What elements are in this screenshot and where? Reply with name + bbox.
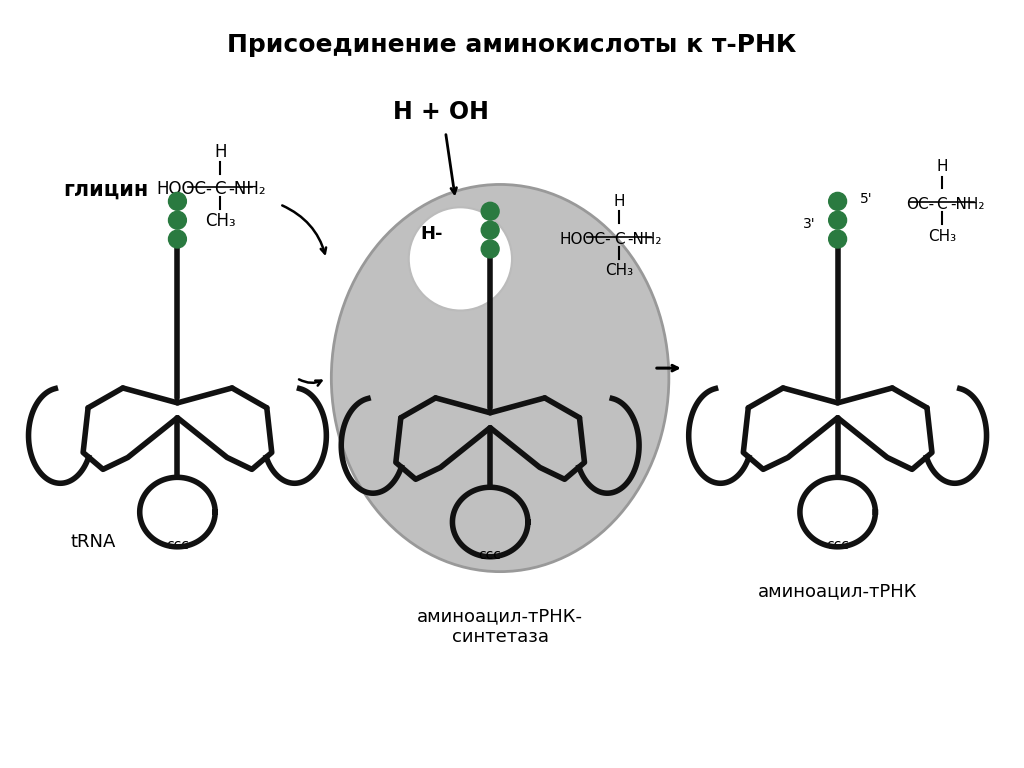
Text: Присоединение аминокислоты к т-РНК: Присоединение аминокислоты к т-РНК (227, 34, 797, 58)
Text: H: H (936, 159, 947, 174)
Text: ссс: ссс (166, 538, 188, 552)
Text: H: H (613, 194, 625, 209)
Text: H + OH: H + OH (392, 100, 488, 124)
Text: HOOC-: HOOC- (157, 180, 212, 198)
Text: -NH₂: -NH₂ (627, 232, 662, 247)
Circle shape (169, 211, 186, 229)
Text: OC-: OC- (906, 197, 934, 212)
Text: tRNA: tRNA (71, 533, 116, 551)
Circle shape (828, 193, 847, 210)
Text: -NH₂: -NH₂ (228, 180, 265, 198)
Text: ссс: ссс (479, 548, 502, 561)
Text: CH₃: CH₃ (205, 212, 236, 230)
Circle shape (828, 211, 847, 229)
Text: HOOC-: HOOC- (560, 232, 611, 247)
Text: -NH₂: -NH₂ (950, 197, 984, 212)
Circle shape (169, 193, 186, 210)
Text: аминоацил-тРНК-
синтетаза: аминоацил-тРНК- синтетаза (417, 607, 583, 646)
Text: ссс: ссс (826, 538, 849, 552)
Circle shape (409, 207, 512, 310)
Text: H-: H- (420, 225, 442, 243)
Circle shape (481, 240, 499, 258)
Circle shape (828, 230, 847, 248)
Text: глицин: глицин (63, 180, 148, 200)
Circle shape (481, 221, 499, 239)
Text: C: C (214, 180, 226, 198)
Text: C: C (614, 232, 625, 247)
Text: 3': 3' (803, 217, 816, 231)
Ellipse shape (332, 184, 669, 571)
Circle shape (169, 230, 186, 248)
Text: C: C (937, 197, 947, 212)
Circle shape (481, 202, 499, 220)
Text: CH₃: CH₃ (928, 229, 956, 243)
Text: аминоацил-тРНК: аминоацил-тРНК (758, 582, 918, 601)
Text: H: H (214, 143, 226, 161)
Text: CH₃: CH₃ (605, 263, 633, 278)
Text: 5': 5' (859, 192, 872, 207)
